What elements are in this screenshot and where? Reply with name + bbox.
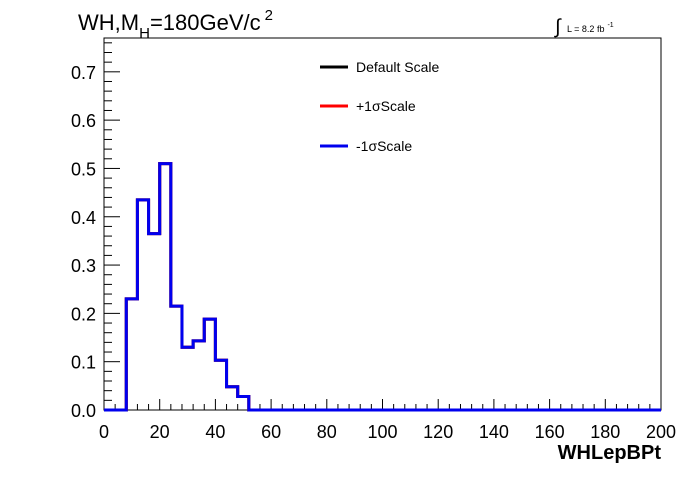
x-tick-label: 40 (205, 422, 225, 442)
series-line-2 (104, 162, 661, 412)
x-tick-label: 160 (535, 422, 565, 442)
chart-title: WH,MH=180GeV/c 2 (78, 7, 273, 42)
title-main: WH,M (78, 10, 139, 35)
plot-frame (103, 37, 662, 411)
title-superscript: 2 (265, 7, 273, 24)
x-tick-label: 180 (590, 422, 620, 442)
y-tick-label: 0.5 (71, 159, 96, 179)
x-axis-ticks: 0 20 40 60 80 100 120 140 160 180 200 (99, 399, 676, 442)
series-layer (104, 162, 661, 412)
title-subscript: H (139, 25, 150, 42)
x-tick-label: 100 (367, 422, 397, 442)
x-tick-label: 0 (99, 422, 109, 442)
title-rest: =180GeV/c (150, 10, 261, 35)
luminosity-text: L = 8.2 fb (567, 24, 604, 34)
x-tick-label: 80 (317, 422, 337, 442)
series-line-1 (104, 162, 661, 412)
y-tick-label: 0.7 (71, 63, 96, 83)
y-tick-label: 0.3 (71, 256, 96, 276)
series-line-0 (104, 162, 661, 412)
x-tick-label: 140 (479, 422, 509, 442)
x-tick-label: 60 (261, 422, 281, 442)
y-tick-label: 0.2 (71, 304, 96, 324)
y-tick-label: 0.4 (71, 208, 96, 228)
legend-label-default-scale: Default Scale (356, 59, 439, 75)
x-tick-label: 200 (646, 422, 676, 442)
y-tick-label: 0.0 (71, 401, 96, 421)
y-axis-ticks: 0.0 0.1 0.2 0.3 0.4 0.5 0.6 0.7 (71, 42, 120, 421)
x-tick-label: 120 (423, 422, 453, 442)
y-tick-label: 0.6 (71, 111, 96, 131)
legend: Default Scale +1σScale -1σScale (320, 59, 439, 154)
x-tick-label: 20 (150, 422, 170, 442)
integral-sign: ∫ (554, 16, 562, 38)
luminosity-label: L = 8.2 fb -1 (567, 22, 614, 34)
x-axis-title: WHLepBPt (558, 442, 662, 464)
luminosity-exponent: -1 (607, 22, 613, 29)
legend-label-plus-scale: +1σScale (356, 98, 416, 114)
y-tick-label: 0.1 (71, 353, 96, 373)
legend-label-minus-scale: -1σScale (356, 138, 412, 154)
